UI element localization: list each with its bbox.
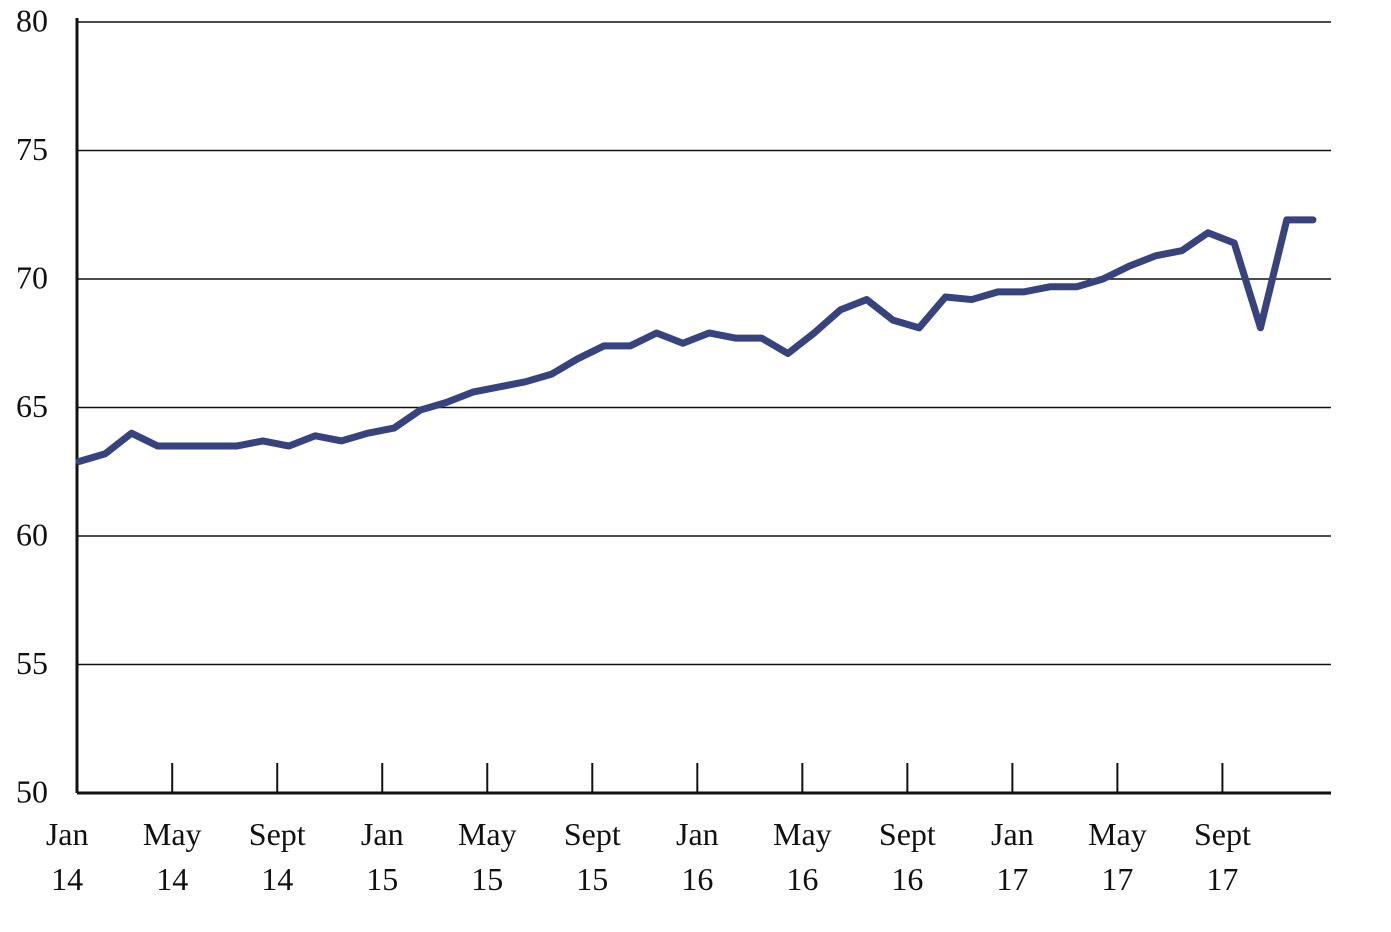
y-tick-label: 65 <box>16 388 48 424</box>
x-tick-label: May 16 <box>773 816 832 897</box>
x-tick-label: Jan 14 <box>45 816 89 897</box>
y-tick-label: 70 <box>16 259 48 295</box>
x-tick-label: May 14 <box>142 816 202 897</box>
y-tick-label: 80 <box>16 2 48 38</box>
x-tick-label: Sept 14 <box>248 816 306 897</box>
x-tick-label: Jan 15 <box>360 816 404 897</box>
x-tick-label: Sept 17 <box>1193 816 1251 897</box>
x-tick-label: Sept 15 <box>563 816 621 897</box>
y-tick-label: 55 <box>16 645 48 681</box>
x-tick-label: Sept 16 <box>878 816 936 897</box>
data-line <box>75 216 1317 465</box>
x-tick-label: May 15 <box>457 816 517 897</box>
y-tick-label: 50 <box>16 773 48 809</box>
y-tick-label: 60 <box>16 516 48 552</box>
x-tick-label: May 17 <box>1088 816 1147 897</box>
y-tick-label: 75 <box>16 131 48 167</box>
x-tick-label: Jan 16 <box>675 816 719 897</box>
x-tick-label: Jan 17 <box>991 816 1034 897</box>
